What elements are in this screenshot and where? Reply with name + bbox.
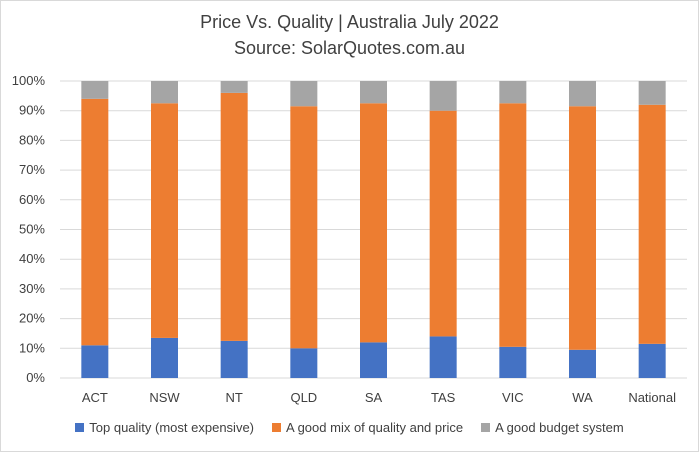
legend-label: Top quality (most expensive) [89,420,255,435]
y-tick-label: 20% [19,311,45,326]
bar-segment-qld-s1 [290,348,318,378]
legend-item: A good budget system [481,420,624,435]
bar-segment-nsw-s3 [151,81,178,104]
y-tick-label: 30% [19,281,45,296]
legend-label: A good mix of quality and price [286,420,464,435]
x-tick-label: NSW [149,390,180,405]
x-tick-label: QLD [290,390,317,405]
y-tick-label: 0% [26,370,45,385]
bar-segment-national-s3 [638,81,666,105]
y-tick-label: 90% [19,103,45,118]
bar-segment-nsw-s2 [151,103,178,338]
x-tick-label: NT [225,390,242,405]
legend-swatch [272,423,282,432]
x-tick-label: SA [365,390,383,405]
y-tick-label: 10% [19,340,45,355]
bar-segment-tas-s3 [429,81,457,111]
x-axis-ticks: ACT NSW NT QLD SA TAS VIC WA National [82,390,676,405]
bar-segment-sa-s1 [360,342,387,378]
legend: Top quality (most expensive) A good mix o… [0,420,699,435]
x-tick-label: WA [572,390,593,405]
bar-segment-tas-s2 [429,110,457,337]
bar-segment-act-s3 [81,81,109,99]
legend-item: Top quality (most expensive) [75,420,254,435]
bar-segment-nt-s1 [220,340,248,378]
legend-swatch [481,423,491,432]
y-tick-label: 50% [19,222,45,237]
bar-segment-nt-s3 [220,81,248,93]
bar-segment-tas-s1 [429,336,457,378]
x-tick-label: ACT [82,390,108,405]
bar-segment-wa-s1 [569,349,596,378]
bar-segment-vic-s1 [499,346,527,378]
bar-segment-qld-s3 [290,81,318,107]
bars [81,81,666,378]
bar-segment-act-s1 [81,345,109,378]
y-tick-label: 40% [19,251,45,266]
bar-segment-vic-s2 [499,103,527,347]
bar-segment-sa-s3 [360,81,387,104]
legend-label: A good budget system [495,420,624,435]
chart-subtitle: Source: SolarQuotes.com.au [233,38,466,58]
bar-segment-act-s2 [81,98,109,346]
y-axis-ticks: 0% 10% 20% 30% 40% 50% 60% 70% 80% 90% 100% [12,73,46,385]
bar-segment-nsw-s1 [151,337,178,378]
bar-segment-wa-s2 [569,106,596,350]
y-tick-label: 60% [19,192,45,207]
x-tick-label: National [628,390,676,405]
bar-segment-nt-s2 [220,92,248,341]
bar-segment-qld-s2 [290,106,318,349]
x-tick-label: VIC [502,390,524,405]
bar-segment-national-s1 [638,343,666,378]
bar-segment-wa-s3 [569,81,596,107]
y-tick-label: 80% [19,132,45,147]
y-tick-label: 100% [12,73,46,88]
bar-segment-sa-s2 [360,103,387,343]
legend-swatch [75,423,85,432]
bar-segment-national-s2 [638,104,666,344]
bar-segment-vic-s3 [499,81,527,104]
y-tick-label: 70% [19,162,45,177]
chart-title: Price Vs. Quality | Australia July 2022 [200,12,499,32]
legend-item: A good mix of quality and price [272,420,463,435]
x-tick-label: TAS [431,390,456,405]
